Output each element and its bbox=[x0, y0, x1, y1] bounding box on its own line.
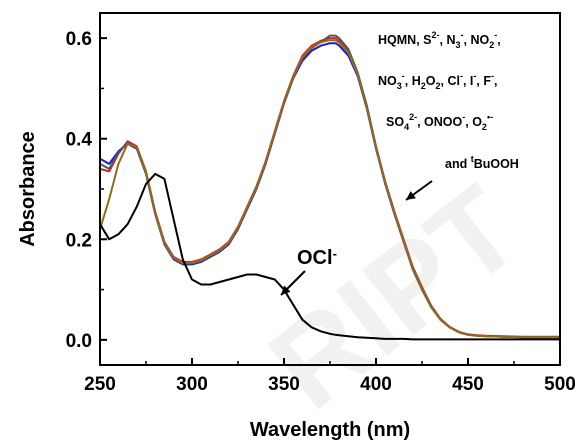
y-tick-label: 0.4 bbox=[66, 130, 93, 151]
x-tick-label: 500 bbox=[544, 374, 576, 395]
legend-line-4: and tBuOOH bbox=[445, 154, 519, 171]
legend-arrow bbox=[405, 180, 433, 201]
x-tick-label: 350 bbox=[268, 374, 300, 395]
ocl-arrow bbox=[280, 270, 306, 296]
legend-line-2: NO3-, H2O2, Cl-, I-, F-, bbox=[378, 71, 497, 91]
legend-line-3: SO42-, ONOO-, O2•- bbox=[386, 112, 493, 132]
x-tick-label: 300 bbox=[176, 374, 208, 395]
series-line-4 bbox=[99, 172, 561, 341]
x-tick-label: 400 bbox=[360, 374, 392, 395]
x-ticks: 250 300 350 400 450 500 bbox=[84, 358, 576, 395]
x-tick-label: 450 bbox=[452, 374, 484, 395]
series-layer bbox=[99, 34, 561, 341]
y-tick-label: 0.0 bbox=[66, 331, 92, 352]
x-axis-title: Wavelength (nm) bbox=[250, 419, 410, 441]
y-tick-label: 0.6 bbox=[66, 29, 92, 50]
y-ticks: 0.0 0.2 0.4 0.6 bbox=[66, 29, 107, 352]
series-line-3 bbox=[99, 39, 561, 339]
y-tick-label: 0.2 bbox=[66, 230, 92, 251]
y-axis-title: Absorbance bbox=[17, 131, 39, 247]
annotations: HQMN, S2-, N3-, NO2-, NO3-, H2O2, Cl-, I-… bbox=[280, 30, 519, 296]
legend-line-1: HQMN, S2-, N3-, NO2-, bbox=[378, 30, 501, 50]
x-tick-label: 250 bbox=[84, 374, 116, 395]
ocl-label: OCl- bbox=[297, 246, 337, 269]
